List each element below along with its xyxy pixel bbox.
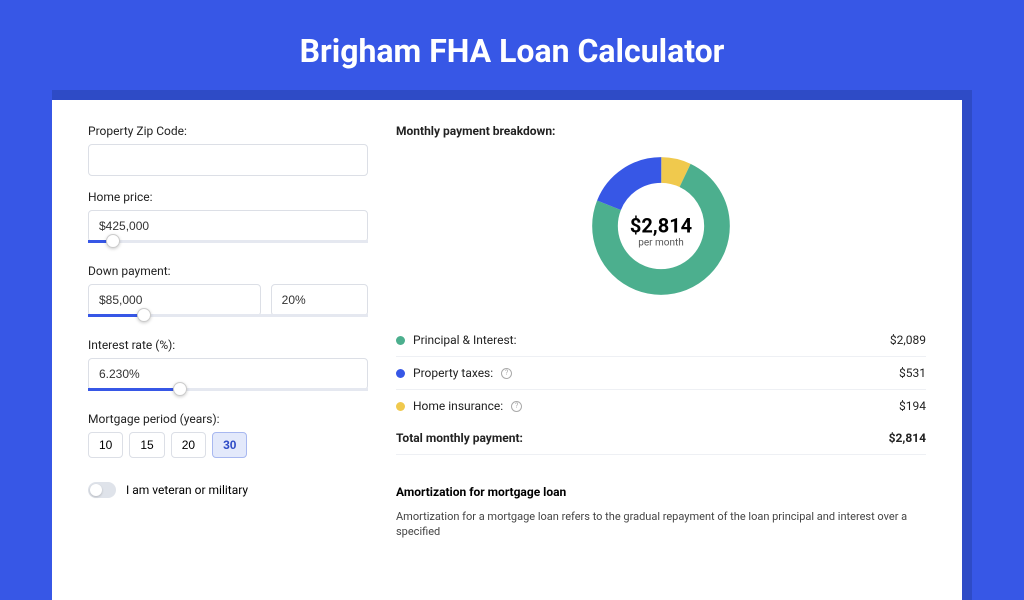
results-panel: Monthly payment breakdown: $2,814 per mo… bbox=[396, 124, 926, 540]
down-payment-amount-input[interactable] bbox=[88, 284, 261, 316]
toggle-knob bbox=[90, 484, 102, 496]
calculator-card: Property Zip Code: Home price: Down paym… bbox=[52, 100, 962, 600]
page-title: Brigham FHA Loan Calculator bbox=[0, 0, 1024, 90]
breakdown-title: Monthly payment breakdown: bbox=[396, 124, 926, 138]
legend-dot bbox=[396, 402, 405, 411]
slider-thumb[interactable] bbox=[137, 308, 151, 322]
interest-rate-slider[interactable] bbox=[88, 388, 368, 398]
zip-label: Property Zip Code: bbox=[88, 124, 368, 138]
slider-thumb[interactable] bbox=[173, 382, 187, 396]
total-row: Total monthly payment: $2,814 bbox=[396, 422, 926, 455]
veteran-label: I am veteran or military bbox=[126, 483, 248, 497]
breakdown-value: $194 bbox=[899, 399, 926, 413]
info-icon[interactable]: ? bbox=[511, 401, 522, 412]
donut-amount: $2,814 bbox=[630, 214, 692, 238]
info-icon[interactable]: ? bbox=[501, 368, 512, 379]
breakdown-label: Principal & Interest: bbox=[413, 333, 517, 347]
legend-dot bbox=[396, 336, 405, 345]
veteran-toggle[interactable] bbox=[88, 482, 116, 498]
total-value: $2,814 bbox=[889, 431, 926, 445]
breakdown-list: Principal & Interest: $2,089 Property taxe… bbox=[396, 324, 926, 422]
amortization-section: Amortization for mortgage loan Amortizat… bbox=[396, 485, 926, 540]
zip-input[interactable] bbox=[88, 144, 368, 176]
donut-center: $2,814 per month bbox=[630, 214, 692, 249]
down-payment-slider[interactable] bbox=[88, 314, 368, 324]
donut-sub: per month bbox=[630, 238, 692, 249]
breakdown-row: Principal & Interest: $2,089 bbox=[396, 324, 926, 357]
breakdown-value: $531 bbox=[899, 366, 926, 380]
period-btn-10[interactable]: 10 bbox=[88, 432, 123, 458]
home-price-slider[interactable] bbox=[88, 240, 368, 250]
donut-chart: $2,814 per month bbox=[396, 138, 926, 324]
interest-rate-input[interactable] bbox=[88, 358, 368, 390]
breakdown-label: Home insurance: bbox=[413, 399, 503, 413]
amortization-title: Amortization for mortgage loan bbox=[396, 485, 926, 499]
amortization-body: Amortization for a mortgage loan refers … bbox=[396, 509, 926, 540]
period-btn-20[interactable]: 20 bbox=[171, 432, 206, 458]
breakdown-row: Home insurance:? $194 bbox=[396, 390, 926, 422]
legend-dot bbox=[396, 369, 405, 378]
form-panel: Property Zip Code: Home price: Down paym… bbox=[88, 124, 368, 540]
card-shadow: Property Zip Code: Home price: Down paym… bbox=[52, 90, 972, 600]
down-payment-label: Down payment: bbox=[88, 264, 368, 278]
down-payment-pct-input[interactable] bbox=[271, 284, 368, 316]
interest-rate-label: Interest rate (%): bbox=[88, 338, 368, 352]
veteran-row: I am veteran or military bbox=[88, 482, 368, 498]
period-btn-15[interactable]: 15 bbox=[129, 432, 164, 458]
period-btn-30[interactable]: 30 bbox=[212, 432, 247, 458]
home-price-label: Home price: bbox=[88, 190, 368, 204]
breakdown-label: Property taxes: bbox=[413, 366, 493, 380]
period-options: 1015 2030 bbox=[88, 432, 368, 458]
home-price-input[interactable] bbox=[88, 210, 368, 242]
total-label: Total monthly payment: bbox=[396, 431, 523, 445]
breakdown-value: $2,089 bbox=[890, 333, 926, 347]
slider-thumb[interactable] bbox=[106, 234, 120, 248]
breakdown-row: Property taxes:? $531 bbox=[396, 357, 926, 390]
period-label: Mortgage period (years): bbox=[88, 412, 368, 426]
